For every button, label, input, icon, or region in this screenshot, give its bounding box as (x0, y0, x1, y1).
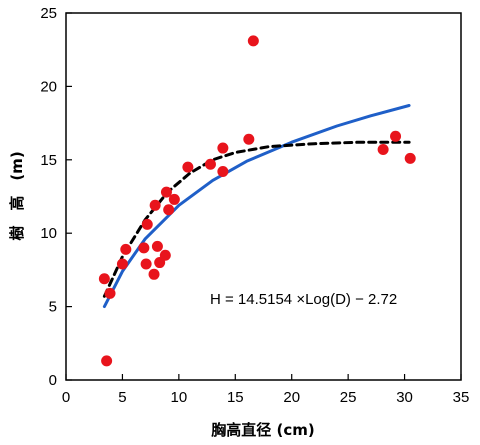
data-point (140, 258, 152, 270)
y-tick-label: 5 (49, 299, 57, 316)
data-point (98, 273, 110, 285)
y-tick-label: 20 (40, 78, 57, 95)
data-point (159, 249, 171, 261)
log-fit-curve (102, 104, 411, 309)
data-point (390, 130, 402, 142)
data-points (98, 35, 416, 367)
x-tick-label: 20 (283, 389, 300, 406)
data-point (217, 142, 229, 154)
data-point (404, 152, 416, 164)
x-tick-label: 5 (118, 389, 126, 406)
x-tick-label: 35 (453, 389, 470, 406)
data-point (247, 35, 259, 47)
data-point (163, 204, 175, 216)
plot-frame (65, 12, 462, 381)
data-point (182, 161, 194, 173)
data-point (116, 258, 128, 270)
x-tick-label: 15 (227, 389, 244, 406)
data-point (151, 240, 163, 252)
data-point (104, 287, 116, 299)
x-tick-label: 25 (340, 389, 357, 406)
data-point (160, 186, 172, 198)
fit-curves (102, 104, 411, 309)
data-point (377, 144, 389, 156)
data-point (141, 218, 153, 230)
data-point (120, 243, 132, 255)
dashed-fit-curve (102, 140, 411, 298)
data-point (149, 199, 161, 211)
x-axis-title: 胸高直径 (cm) (211, 421, 314, 439)
x-axis: 0 5 10 15 20 25 30 35 (62, 374, 470, 406)
y-tick-label: 25 (40, 5, 57, 22)
y-axis: 0 5 10 15 20 25 (40, 5, 72, 389)
data-point (148, 268, 160, 280)
data-point (138, 242, 150, 254)
y-axis-title: 樹 高 (m) (8, 151, 26, 240)
data-point (243, 133, 255, 145)
fit-equation: H = 14.5154 ×Log(D) − 2.72 (210, 291, 397, 308)
y-tick-label: 10 (40, 225, 57, 242)
x-tick-label: 10 (171, 389, 188, 406)
x-tick-label: 30 (396, 389, 413, 406)
data-point (204, 158, 216, 170)
data-point (101, 355, 113, 367)
x-tick-label: 0 (62, 389, 70, 406)
y-tick-label: 0 (49, 372, 57, 389)
data-point (217, 166, 229, 178)
y-tick-label: 15 (40, 152, 57, 169)
data-point (168, 193, 180, 205)
